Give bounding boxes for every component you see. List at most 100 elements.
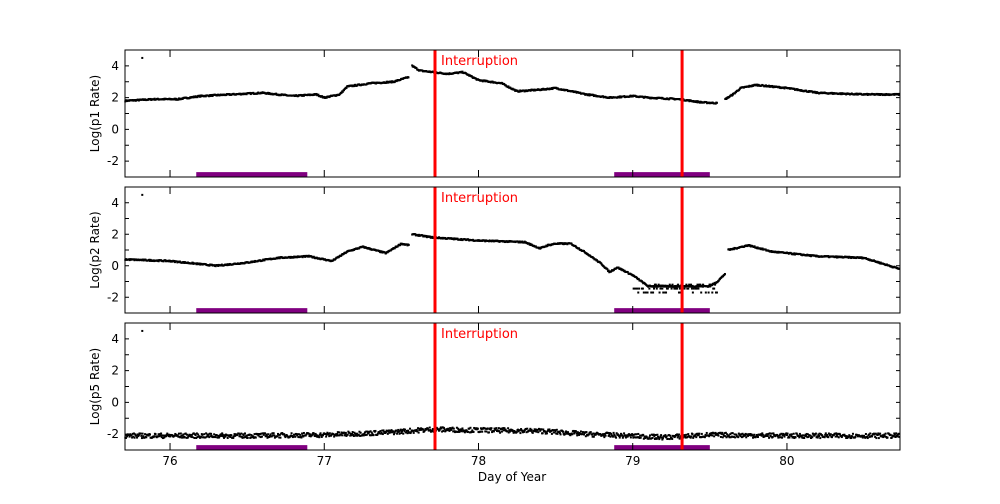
data-point [697,434,700,437]
data-point [694,433,697,436]
data-point [866,435,869,438]
data-point [668,438,671,441]
data-point [177,432,180,435]
data-point [129,433,132,436]
data-point [365,430,368,433]
data-point [619,95,622,98]
data-point [836,435,839,438]
data-point [441,430,444,433]
data-point [254,436,257,439]
data-point [141,432,144,435]
data-point [582,433,585,436]
data-point [440,427,443,430]
data-point [848,434,851,437]
data-point [804,433,807,436]
data-point [189,434,192,437]
data-point [777,436,780,439]
data-point [628,433,631,436]
data-point [201,433,204,436]
data-point [414,233,417,236]
data-point [644,291,647,294]
data-point [246,436,249,439]
data-point [492,430,495,433]
data-point [801,436,804,439]
y-tick-label: 0 [111,122,119,136]
data-point [548,428,551,431]
data-point [148,258,151,261]
panel-3: Interruption -2 0 2 4 Log(p5 Rate) 76 77 78 79 80 [88,322,901,468]
data-point [383,430,386,433]
data-point [621,436,624,439]
data-point [507,431,510,434]
data-point [835,432,838,435]
data-point [431,428,434,431]
data-point [143,436,146,439]
interruption-label: Interruption [441,54,518,69]
data-point [418,428,421,431]
data-point [321,95,324,98]
data-point [783,87,786,90]
data-point [197,433,200,436]
data-point [160,432,163,435]
data-point [805,435,808,438]
interval-bar [614,172,710,178]
data-point [452,430,455,433]
data-point [847,256,850,259]
data-point [626,271,629,274]
data-point [555,428,558,431]
data-point [278,257,281,260]
data-point [260,432,263,435]
data-point [278,436,281,439]
data-point [379,430,382,433]
data-point [615,436,618,439]
data-point [844,435,847,438]
data-point [642,433,645,436]
data-point [376,433,379,436]
data-point [432,430,435,433]
data-point [834,435,837,438]
data-point [719,431,722,434]
data-point [288,436,291,439]
data-point [442,429,445,432]
data-point [426,427,429,430]
data-point [764,434,767,437]
data-point [814,432,817,435]
data-point [244,435,247,438]
data-point [884,435,887,438]
data-point [217,264,220,267]
data-point [845,435,848,438]
data-point [387,430,390,433]
data-point [384,432,387,435]
data-point [551,88,554,91]
data-point [181,434,184,437]
data-point [452,238,455,241]
data-point [612,268,615,271]
data-point [460,428,463,431]
data-point [299,433,302,436]
data-point [134,433,137,436]
y-axis-label: Log(p1 Rate) [88,75,102,152]
data-point [745,433,748,436]
data-point [877,437,880,440]
data-point [696,434,699,437]
data-point [827,255,830,258]
data-point [684,436,687,439]
data-point [803,434,806,437]
data-point [563,433,566,436]
data-point [529,89,532,92]
data-point [756,246,759,249]
data-point [592,435,595,438]
data-point [533,428,536,431]
data-point [262,432,265,435]
data-point [257,433,260,436]
data-point [821,434,824,437]
data-point [132,432,135,435]
data-point [864,436,867,439]
plot-area [125,187,900,313]
data-point [242,433,245,436]
data-point [634,433,637,436]
data-point [315,92,318,95]
data-point [133,436,136,439]
data-point [403,430,406,433]
data-point [811,436,814,439]
